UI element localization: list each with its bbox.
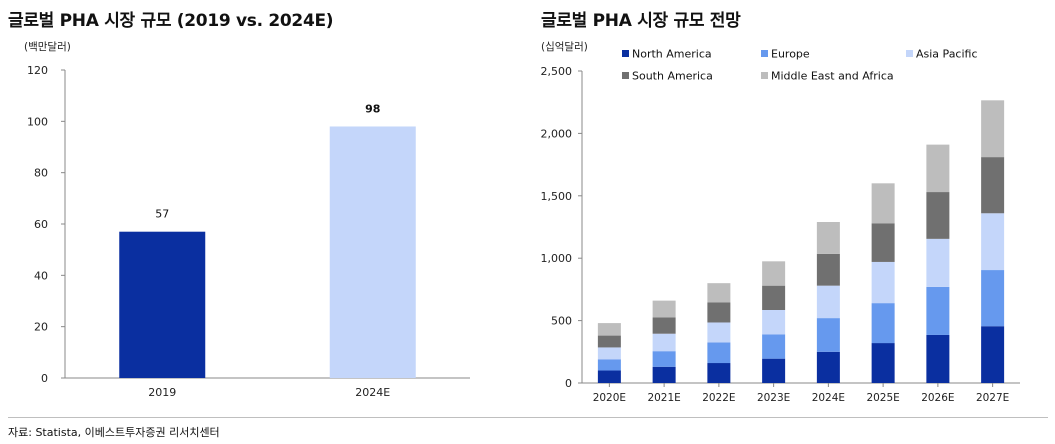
right-bar-segment	[816, 253, 840, 286]
right-bar-segment	[926, 192, 950, 239]
legend-swatch	[622, 72, 629, 79]
right-bar-segment	[652, 333, 676, 352]
right-bar-segment	[652, 351, 676, 367]
right-bar-segment	[762, 285, 786, 310]
legend-swatch	[906, 50, 913, 57]
right-bar-segment	[871, 223, 895, 262]
right-chart-title: 글로벌 PHA 시장 규모 전망	[541, 11, 741, 31]
left-data-label: 57	[155, 208, 169, 221]
right-x-tick-label: 2027E	[976, 392, 1009, 404]
left-y-tick-label: 60	[34, 218, 48, 231]
right-bar-segment	[597, 347, 621, 360]
right-bar-segment	[707, 283, 731, 303]
source-note: 자료: Statista, 이베스트투자증권 리서치센터	[8, 426, 220, 439]
left-y-tick-label: 0	[41, 372, 48, 385]
left-chart-title: 글로벌 PHA 시장 규모 (2019 vs. 2024E)	[8, 11, 334, 31]
right-y-tick-label: 1,000	[541, 252, 573, 265]
legend-label: Asia Pacific	[916, 48, 978, 61]
right-bar-segment	[762, 334, 786, 359]
right-bar-segment	[707, 302, 731, 323]
right-y-tick-label: 1,500	[541, 190, 573, 203]
right-bar-segment	[707, 342, 731, 364]
right-bar-segment	[597, 359, 621, 371]
right-x-tick-label: 2026E	[921, 392, 954, 404]
left-x-tick-label: 2019	[148, 386, 176, 399]
left-y-tick-label: 20	[34, 321, 48, 334]
right-bar-segment	[597, 335, 621, 348]
left-y-tick-label: 80	[34, 167, 48, 180]
right-bar-segment	[871, 183, 895, 224]
right-x-tick-label: 2023E	[757, 392, 790, 404]
left-data-label: 98	[365, 102, 380, 115]
right-x-tick-label: 2021E	[647, 392, 680, 404]
right-chart-unit: (십억달러)	[541, 41, 588, 53]
right-y-tick-label: 500	[551, 315, 572, 328]
right-y-tick-label: 2,000	[541, 127, 573, 140]
legend-swatch	[761, 72, 768, 79]
right-bar-segment	[926, 286, 950, 335]
footer-divider	[8, 417, 1048, 418]
right-bar-segment	[652, 366, 676, 383]
right-bar-segment	[816, 285, 840, 319]
right-bar-segment	[816, 351, 840, 383]
right-bar-segment	[652, 300, 676, 318]
left-bar	[329, 126, 416, 378]
right-bar-segment	[926, 238, 950, 287]
legend-label: Middle East and Africa	[771, 70, 894, 83]
left-chart-unit: (백만달러)	[24, 41, 71, 53]
right-bar-segment	[981, 157, 1005, 214]
right-bar-segment	[981, 213, 1005, 271]
legend-label: North America	[632, 48, 712, 61]
legend-label: Europe	[771, 48, 810, 61]
right-bar-segment	[652, 317, 676, 334]
right-x-tick-label: 2025E	[866, 392, 899, 404]
right-x-tick-label: 2024E	[812, 392, 845, 404]
right-bar-segment	[762, 309, 786, 335]
right-bar-segment	[926, 144, 950, 193]
right-y-tick-label: 2,500	[541, 65, 573, 78]
right-bar-segment	[816, 318, 840, 352]
left-y-tick-label: 120	[27, 64, 48, 77]
right-bar-segment	[762, 261, 786, 286]
right-bar-segment	[926, 334, 950, 383]
right-bar-segment	[981, 326, 1005, 383]
left-y-tick-label: 40	[34, 269, 48, 282]
right-bar-segment	[981, 100, 1005, 158]
left-bar	[119, 231, 206, 378]
right-bar-segment	[707, 322, 731, 343]
right-bar-segment	[762, 358, 786, 383]
right-bar-segment	[816, 222, 840, 254]
left-y-tick-label: 100	[27, 115, 48, 128]
legend-swatch	[761, 50, 768, 57]
right-bar-segment	[981, 270, 1005, 327]
right-bar-segment	[871, 303, 895, 344]
right-bar-segment	[597, 323, 621, 336]
right-x-tick-label: 2022E	[702, 392, 735, 404]
legend-label: South America	[632, 70, 713, 83]
right-bar-segment	[597, 370, 621, 383]
left-x-tick-label: 2024E	[355, 386, 390, 399]
right-bar-segment	[871, 343, 895, 383]
right-bar-segment	[871, 261, 895, 304]
right-x-tick-label: 2020E	[593, 392, 626, 404]
right-bar-segment	[707, 363, 731, 383]
legend-swatch	[622, 50, 629, 57]
right-y-tick-label: 0	[565, 377, 572, 390]
